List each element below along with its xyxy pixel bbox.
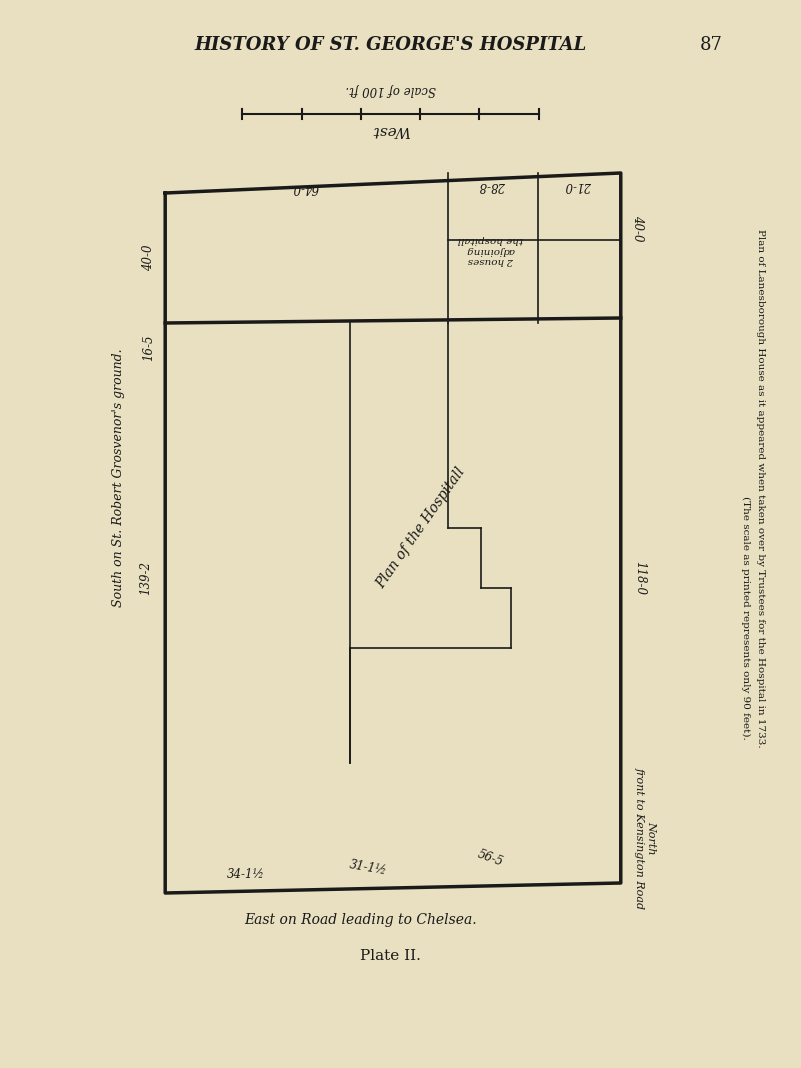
Text: North
front to Kensington Road: North front to Kensington Road (635, 767, 657, 909)
Text: HISTORY OF ST. GEORGE'S HOSPITAL: HISTORY OF ST. GEORGE'S HOSPITAL (195, 36, 586, 54)
Text: Plan of Lanesborough House as it appeared when taken over by Trustees for the Ho: Plan of Lanesborough House as it appeare… (756, 229, 766, 748)
Text: 139-2: 139-2 (139, 561, 152, 595)
Text: Plate II.: Plate II. (360, 949, 421, 963)
Text: 21-0: 21-0 (566, 179, 592, 192)
Text: Scale of 100 ft.: Scale of 100 ft. (345, 83, 436, 96)
Text: 87: 87 (699, 36, 723, 54)
Text: 31-1½: 31-1½ (348, 859, 388, 878)
Text: (The scale as printed represents only 90 feet).: (The scale as printed represents only 90… (742, 497, 751, 740)
Text: 34-1½: 34-1½ (227, 868, 264, 881)
Text: Plan of the Hospitall: Plan of the Hospitall (373, 465, 468, 591)
Text: 64-0: 64-0 (292, 182, 319, 194)
Text: 56-5: 56-5 (476, 847, 505, 868)
Text: West: West (372, 123, 409, 137)
Text: 16-5: 16-5 (143, 334, 155, 361)
Text: South on St. Robert Grosvenor's ground.: South on St. Robert Grosvenor's ground. (111, 348, 125, 608)
Text: 118-0: 118-0 (633, 561, 646, 595)
Text: 40-0: 40-0 (143, 245, 155, 271)
Text: 28-8: 28-8 (479, 179, 506, 192)
Text: 2 houses
adjoining
the hospitall: 2 houses adjoining the hospitall (458, 235, 523, 265)
Text: East on Road leading to Chelsea.: East on Road leading to Chelsea. (244, 913, 477, 927)
Text: 40-0: 40-0 (631, 215, 644, 241)
